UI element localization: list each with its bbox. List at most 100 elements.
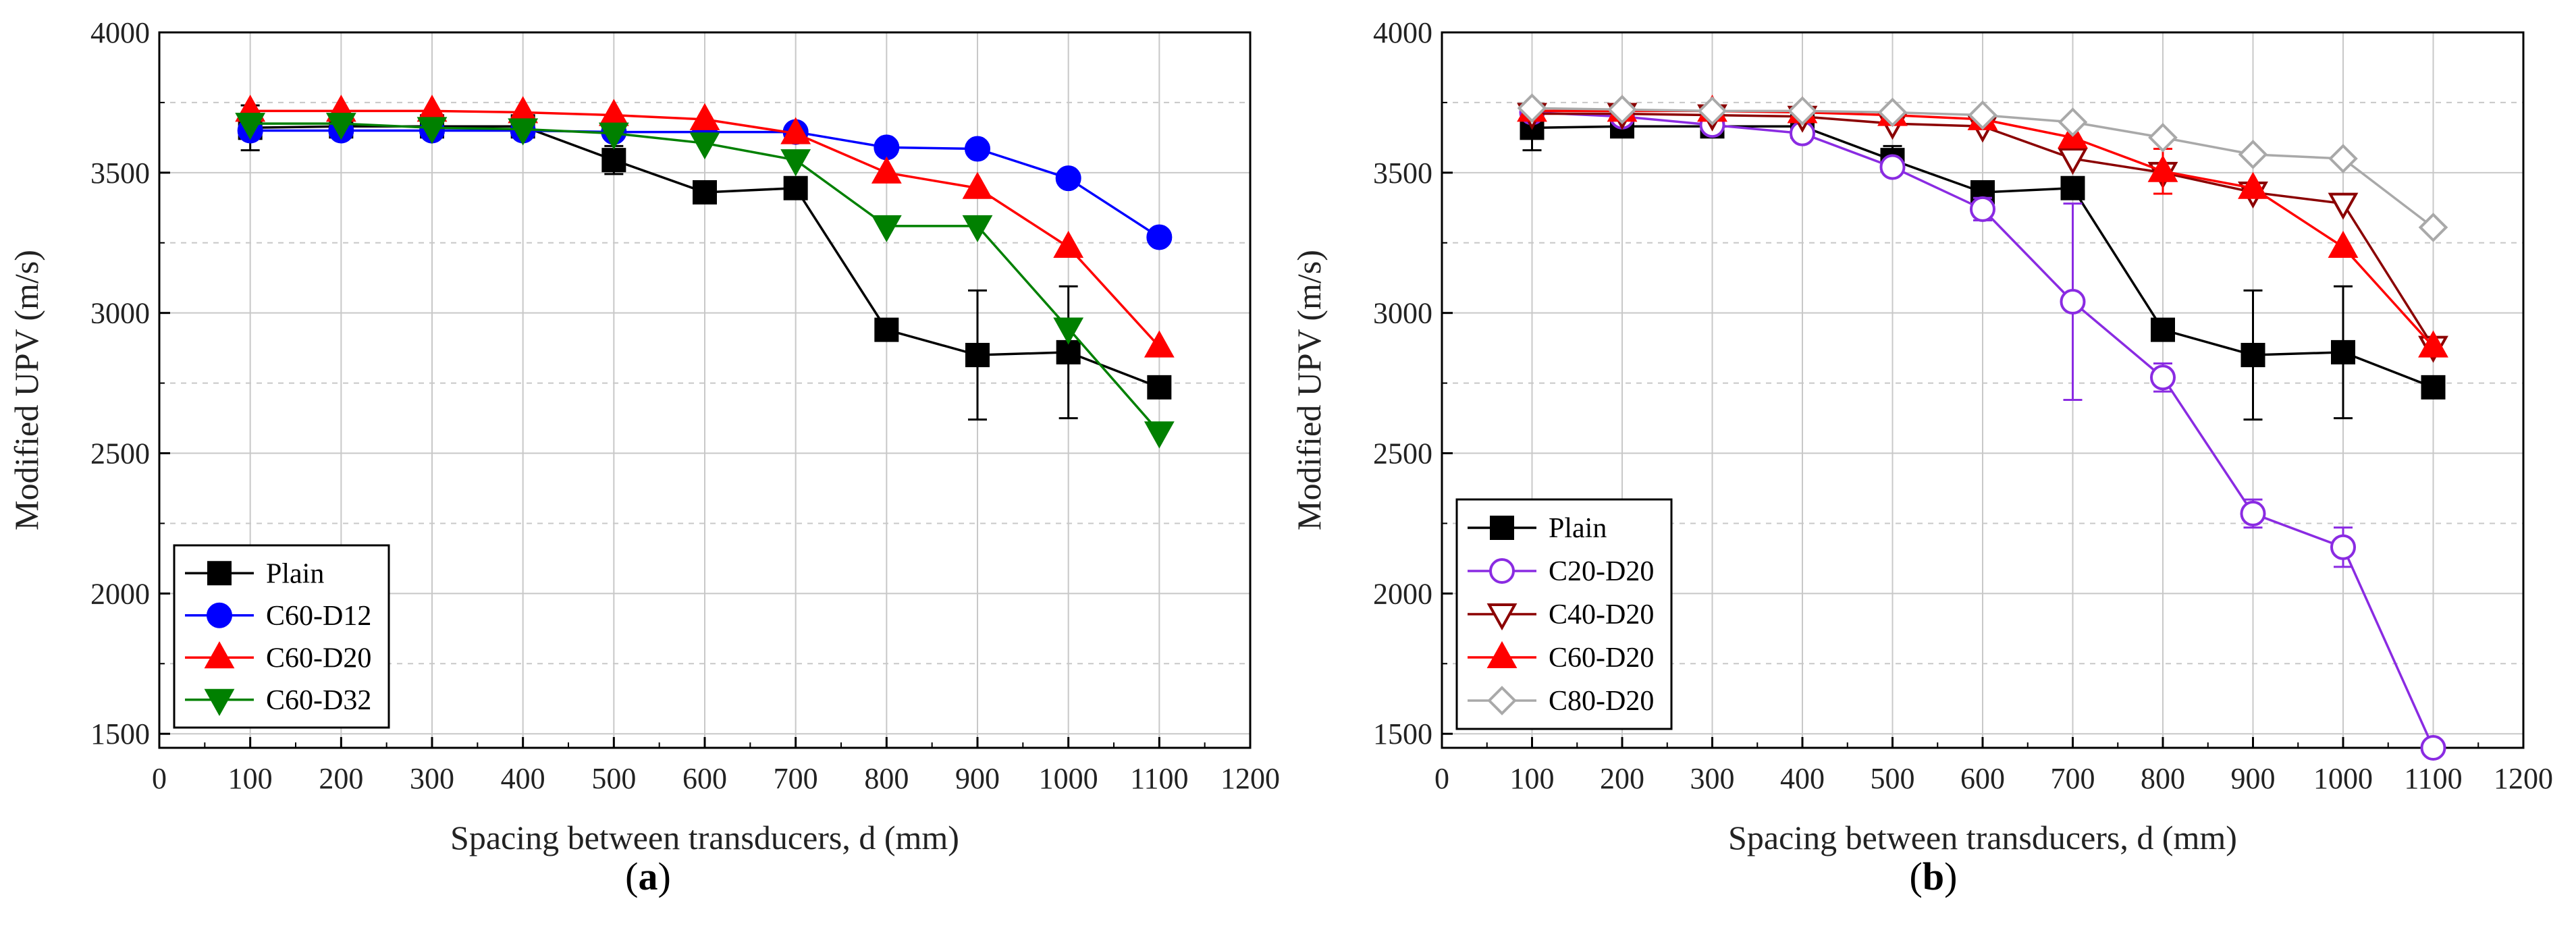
- panel-label: (b): [1910, 854, 1958, 898]
- data-point: [689, 132, 720, 160]
- data-point: [2150, 364, 2176, 391]
- x-tick-label: 100: [1510, 762, 1555, 795]
- x-tick-label: 700: [2051, 762, 2095, 795]
- legend-label: C60-D12: [266, 601, 371, 632]
- data-point: [1056, 339, 1081, 364]
- y-tick-label: 3500: [1373, 157, 1432, 190]
- y-axis-label: Modified UPV (m/s): [1290, 250, 1328, 530]
- legend-label: C60-D20: [266, 643, 371, 674]
- legend-marker: [207, 561, 232, 586]
- y-tick-label: 3000: [90, 297, 150, 330]
- legend-marker: [204, 688, 235, 716]
- data-point: [874, 317, 899, 342]
- data-point: [2331, 339, 2355, 364]
- x-tick-label: 1000: [2313, 762, 2373, 795]
- x-tick-label: 1100: [1130, 762, 1188, 795]
- data-point: [783, 175, 808, 200]
- legend-marker: [1486, 603, 1518, 631]
- data-point: [871, 215, 902, 242]
- data-point: [2421, 375, 2446, 400]
- data-point: [2238, 139, 2268, 169]
- legend-marker: [204, 641, 235, 669]
- data-point: [1146, 224, 1173, 250]
- legend-marker: [1487, 686, 1517, 715]
- data-point: [2148, 123, 2178, 153]
- x-tick-label: 300: [1690, 762, 1735, 795]
- x-tick-label: 900: [2231, 762, 2276, 795]
- x-tick-label: 1000: [1039, 762, 1098, 795]
- legend-marker: [207, 602, 232, 628]
- legend-label: C40-D20: [1549, 599, 1654, 630]
- legend-label: Plain: [266, 558, 324, 589]
- data-point: [965, 136, 990, 162]
- data-point: [1055, 165, 1081, 192]
- data-point: [871, 156, 902, 184]
- series-c60-d20: [235, 94, 1175, 358]
- y-tick-label: 1500: [1373, 717, 1432, 751]
- x-tick-label: 300: [410, 762, 454, 795]
- data-point: [1147, 375, 1172, 400]
- data-point: [1053, 230, 1084, 258]
- x-tick-label: 600: [1960, 762, 2005, 795]
- data-point: [780, 149, 811, 177]
- x-tick-label: 800: [864, 762, 909, 795]
- data-point: [601, 148, 626, 173]
- x-tick-label: 800: [2141, 762, 2185, 795]
- x-tick-label: 400: [1780, 762, 1825, 795]
- x-tick-label: 0: [1434, 762, 1449, 795]
- data-point: [1144, 421, 1175, 449]
- legend: Plain C60-D12 C60-D20 C60-D32: [173, 544, 390, 729]
- data-point: [2060, 289, 2086, 315]
- legend: Plain C20-D20 C40-D20 C60-D20 C80-D20: [1455, 498, 1673, 730]
- data-point: [962, 171, 993, 199]
- y-tick-label: 3000: [1373, 297, 1432, 330]
- legend-marker: [1490, 516, 1514, 540]
- data-point: [2058, 107, 2088, 137]
- x-tick-label: 500: [1871, 762, 1915, 795]
- data-point: [1517, 93, 1547, 124]
- y-axis-label: Modified UPV (m/s): [7, 250, 45, 530]
- data-point: [325, 113, 356, 140]
- data-point: [2240, 500, 2266, 526]
- data-point: [1877, 97, 1908, 128]
- data-point: [2060, 175, 2085, 200]
- y-tick-label: 4000: [90, 16, 150, 49]
- data-point: [417, 94, 448, 122]
- data-point: [2240, 343, 2265, 368]
- data-point: [1144, 330, 1175, 358]
- x-tick-label: 200: [319, 762, 363, 795]
- x-tick-label: 200: [1600, 762, 1644, 795]
- data-point: [2058, 148, 2088, 175]
- y-tick-label: 2500: [90, 437, 150, 470]
- data-point: [235, 113, 266, 140]
- data-point: [874, 134, 900, 161]
- data-point: [2151, 317, 2175, 342]
- data-point: [2328, 192, 2359, 220]
- y-tick-label: 2000: [1373, 577, 1432, 610]
- y-tick-label: 3500: [90, 157, 150, 190]
- y-tick-label: 4000: [1373, 16, 1432, 49]
- data-point: [417, 117, 448, 144]
- x-tick-label: 100: [228, 762, 273, 795]
- data-point: [2147, 155, 2178, 182]
- y-tick-label: 1500: [90, 717, 150, 751]
- data-point: [2418, 213, 2448, 242]
- data-point: [1053, 317, 1084, 345]
- data-point: [689, 103, 720, 130]
- x-tick-label: 1200: [2494, 762, 2553, 795]
- x-tick-label: 1200: [1220, 762, 1280, 795]
- data-point: [1788, 96, 1817, 126]
- x-tick-label: 900: [955, 762, 1000, 795]
- y-tick-label: 2500: [1373, 437, 1432, 470]
- legend-label: C60-D20: [1549, 643, 1654, 674]
- legend-label: Plain: [1549, 513, 1607, 544]
- data-point: [693, 180, 717, 205]
- legend-label: C20-D20: [1549, 556, 1654, 587]
- legend-label: C80-D20: [1549, 686, 1654, 717]
- data-point: [2328, 144, 2358, 173]
- data-point: [1968, 100, 1997, 130]
- data-point: [598, 122, 629, 150]
- data-point: [2328, 230, 2359, 258]
- data-point: [965, 343, 990, 368]
- series-c80-d20: [1517, 93, 2448, 242]
